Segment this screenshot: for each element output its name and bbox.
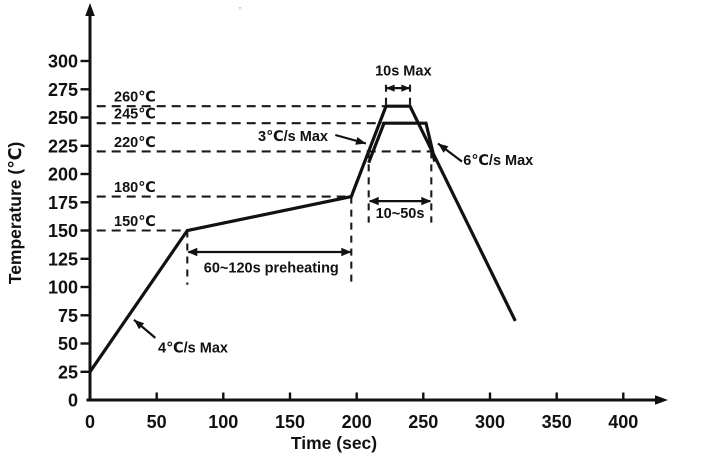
preheat-duration-arrowhead-right-icon bbox=[341, 247, 352, 257]
preheat-duration-label: 60~120s preheating bbox=[204, 260, 339, 276]
time-above-220-arrowhead-right-icon bbox=[421, 196, 432, 206]
x-axis-arrowhead-icon bbox=[655, 395, 668, 405]
ref-label-245: 245℃ bbox=[114, 107, 156, 123]
temperature-profile-curves bbox=[88, 104, 517, 373]
x-tick-label: 0 bbox=[85, 412, 95, 432]
preheat-duration-arrowhead-left-icon bbox=[187, 247, 198, 257]
profile-max-260-line bbox=[88, 104, 517, 373]
ref-label-220: 220℃ bbox=[114, 135, 156, 151]
reflow-ramp-rate-arrowhead-icon bbox=[355, 137, 366, 145]
stray-artifact: „ bbox=[239, 0, 242, 10]
axes bbox=[85, 3, 668, 405]
x-tick-label: 200 bbox=[342, 412, 372, 432]
y-tick-label: 100 bbox=[48, 278, 78, 298]
y-tick-label: 225 bbox=[48, 136, 78, 156]
y-tick-label: 0 bbox=[68, 391, 78, 411]
y-tick-label: 150 bbox=[48, 221, 78, 241]
x-axis-title: Time (sec) bbox=[291, 433, 377, 453]
x-tick-label: 50 bbox=[147, 412, 167, 432]
y-tick-label: 50 bbox=[58, 334, 78, 354]
y-tick-label: 250 bbox=[48, 108, 78, 128]
x-tick-label: 100 bbox=[208, 412, 238, 432]
x-tick-label: 350 bbox=[542, 412, 572, 432]
axis-ticks: 0 50 100 150 200 250 300 350 400 0 25 50 75 100 125 150… bbox=[48, 52, 638, 433]
ramp-up-rate-arrowhead-icon bbox=[134, 319, 145, 330]
peak-duration-arrowhead-right-icon bbox=[401, 84, 410, 92]
y-tick-label: 125 bbox=[48, 249, 78, 269]
y-axis-arrowhead-icon bbox=[85, 3, 95, 16]
ref-label-150: 150℃ bbox=[114, 214, 156, 230]
x-tick-label: 150 bbox=[275, 412, 305, 432]
y-tick-label: 300 bbox=[48, 52, 78, 72]
reflow-ramp-rate-label: 3℃/s Max bbox=[258, 129, 328, 145]
y-tick-label: 75 bbox=[58, 306, 78, 326]
ref-label-260: 260℃ bbox=[114, 90, 156, 106]
cooling-rate-arrowhead-icon bbox=[438, 143, 449, 153]
y-tick-label: 275 bbox=[48, 80, 78, 100]
y-tick-label: 175 bbox=[48, 193, 78, 213]
annotations: 10s Max 10~50s 60~120s preheating 4℃/s Max 3… bbox=[133, 64, 533, 357]
y-tick-label: 200 bbox=[48, 165, 78, 185]
time-marker-lines bbox=[186, 84, 433, 285]
y-tick-label: 25 bbox=[58, 362, 78, 382]
y-axis-title: Temperature (℃) bbox=[5, 142, 25, 284]
profile-nominal-245-line bbox=[367, 121, 437, 164]
ramp-up-rate-label: 4℃/s Max bbox=[158, 341, 228, 357]
x-tick-label: 400 bbox=[608, 412, 638, 432]
x-tick-label: 300 bbox=[475, 412, 505, 432]
ref-label-180: 180℃ bbox=[114, 180, 156, 196]
time-above-220-arrowhead-left-icon bbox=[368, 196, 379, 206]
cooling-rate-label: 6℃/s Max bbox=[463, 153, 533, 169]
x-tick-label: 250 bbox=[408, 412, 438, 432]
peak-duration-label: 10s Max bbox=[375, 64, 431, 80]
peak-duration-arrowhead-left-icon bbox=[386, 84, 395, 92]
time-above-220-label: 10~50s bbox=[376, 206, 425, 222]
